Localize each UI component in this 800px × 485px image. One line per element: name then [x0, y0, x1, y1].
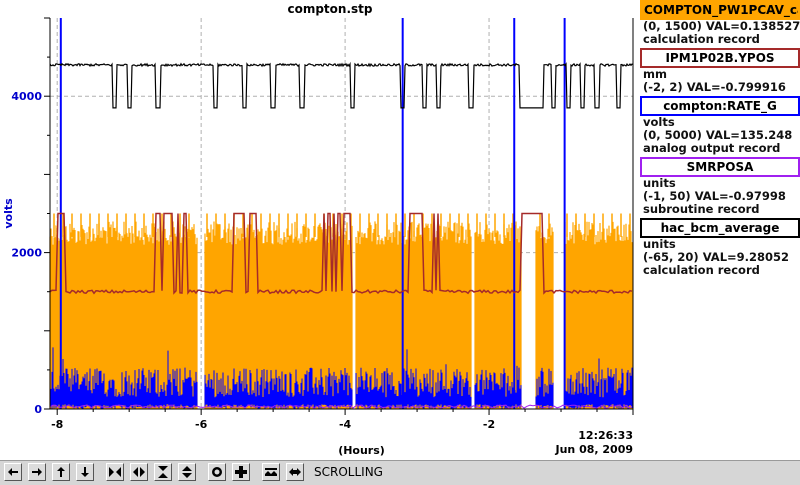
status-text: SCROLLING [314, 465, 383, 479]
zoom-out-y-icon [182, 466, 192, 478]
stop-button[interactable] [208, 463, 226, 481]
legend-units: mm [643, 67, 667, 81]
legend-range: (0, 5000) [643, 128, 702, 142]
chart-svg[interactable]: 0 2000 4000 volts -8 -6 -4 -2 (Hours) 12:26:33Jun… [0, 0, 640, 460]
zoom-out-x-button[interactable] [130, 463, 148, 481]
auto-scale-button[interactable] [262, 463, 280, 481]
legend-range-value: (0, 1500) VAL=0.138527 [640, 20, 800, 33]
y-tick-label: 4000 [11, 90, 42, 103]
x-axis-label: (Hours) [338, 444, 385, 457]
legend-value: VAL=-0.799916 [686, 80, 786, 94]
zoom-in-y-icon [158, 466, 168, 478]
legend-units: units [643, 176, 676, 190]
legend-units: volts [643, 115, 675, 129]
legend-range-value: (0, 5000) VAL=135.248 [640, 129, 800, 142]
arrow-right-icon [32, 468, 42, 476]
zoom-out-x-icon [133, 467, 145, 477]
y-tick-label: 2000 [11, 247, 42, 260]
x-tick-label: -8 [51, 418, 63, 431]
legend-record: calculation record [643, 32, 760, 46]
legend-entry[interactable]: SMRPOSA units (-1, 50) VAL=-0.97998 subrout… [640, 157, 800, 216]
arrow-left-button[interactable] [4, 463, 22, 481]
legend-value: VAL=9.28052 [702, 250, 790, 264]
legend-entry[interactable]: IPM1P02B.YPOS mm (-2, 2) VAL=-0.799916 [640, 48, 800, 94]
plot-title: compton.stp [287, 2, 373, 16]
zoom-out-y-button[interactable] [178, 463, 196, 481]
arrow-down-icon [81, 467, 89, 477]
legend-series-name[interactable]: IPM1P02B.YPOS [640, 48, 800, 68]
x-tick-label: -2 [483, 418, 495, 431]
legend-panel: COMPTON_PW1PCAV_ca (0, 1500) VAL=0.138527… [640, 0, 800, 460]
legend-range: (-1, 50) [643, 189, 691, 203]
series-ipm1p02b-ypos-line [49, 212, 633, 295]
arrow-right-button[interactable] [28, 463, 46, 481]
undo-zoom-icon [289, 468, 301, 476]
arrow-up-button[interactable] [52, 463, 70, 481]
zoom-in-y-button[interactable] [154, 463, 172, 481]
legend-series-name[interactable]: SMRPOSA [640, 157, 800, 177]
series-hac-bcm-average-line [49, 61, 634, 109]
y-axis-label: volts [2, 198, 15, 229]
legend-entry[interactable]: compton:RATE_G volts (0, 5000) VAL=135.248… [640, 96, 800, 155]
arrow-down-button[interactable] [76, 463, 94, 481]
legend-range: (-65, 20) [643, 250, 699, 264]
legend-value: VAL=135.248 [705, 128, 793, 142]
auto-scale-icon [265, 468, 277, 476]
arrow-up-icon [57, 467, 65, 477]
toolbar: SCROLLING [0, 460, 800, 485]
arrow-left-icon [8, 468, 18, 476]
legend-entry[interactable]: hac_bcm_average units (-65, 20) VAL=9.2805… [640, 218, 800, 277]
plus-button[interactable] [232, 463, 250, 481]
legend-range-value: (-1, 50) VAL=-0.97998 [640, 190, 800, 203]
legend-record: analog output record [643, 141, 781, 155]
x-tick-label: -6 [195, 418, 208, 431]
legend-value: VAL=0.138527 [705, 19, 800, 33]
legend-value: VAL=-0.97998 [694, 189, 786, 203]
legend-range-value: (-65, 20) VAL=9.28052 [640, 251, 800, 264]
timestamp-date: Jun 08, 2009 [554, 443, 633, 456]
legend-record: calculation record [643, 263, 760, 277]
legend-range-value: (-2, 2) VAL=-0.799916 [640, 81, 800, 94]
legend-series-name[interactable]: hac_bcm_average [640, 218, 800, 238]
zoom-in-x-icon [109, 467, 121, 477]
legend-record: subroutine record [643, 202, 760, 216]
plus-icon [235, 466, 247, 478]
legend-units: units [643, 237, 676, 251]
legend-entry[interactable]: COMPTON_PW1PCAV_ca (0, 1500) VAL=0.138527… [640, 0, 800, 46]
plot-area[interactable]: 0 2000 4000 volts -8 -6 -4 -2 (Hours) 12:26:33 Jun… [0, 0, 640, 460]
timestamp-time: 12:26:33 [578, 429, 633, 442]
x-tick-label: -4 [339, 418, 352, 431]
legend-series-name[interactable]: COMPTON_PW1PCAV_ca [640, 0, 800, 20]
legend-range: (0, 1500) [643, 19, 702, 33]
y-tick-label: 0 [34, 403, 42, 416]
undo-zoom-button[interactable] [286, 463, 304, 481]
legend-series-name[interactable]: compton:RATE_G [640, 96, 800, 116]
stop-icon [212, 467, 222, 477]
legend-range: (-2, 2) [643, 80, 683, 94]
series-smrposa-line [49, 404, 633, 409]
zoom-in-x-button[interactable] [106, 463, 124, 481]
